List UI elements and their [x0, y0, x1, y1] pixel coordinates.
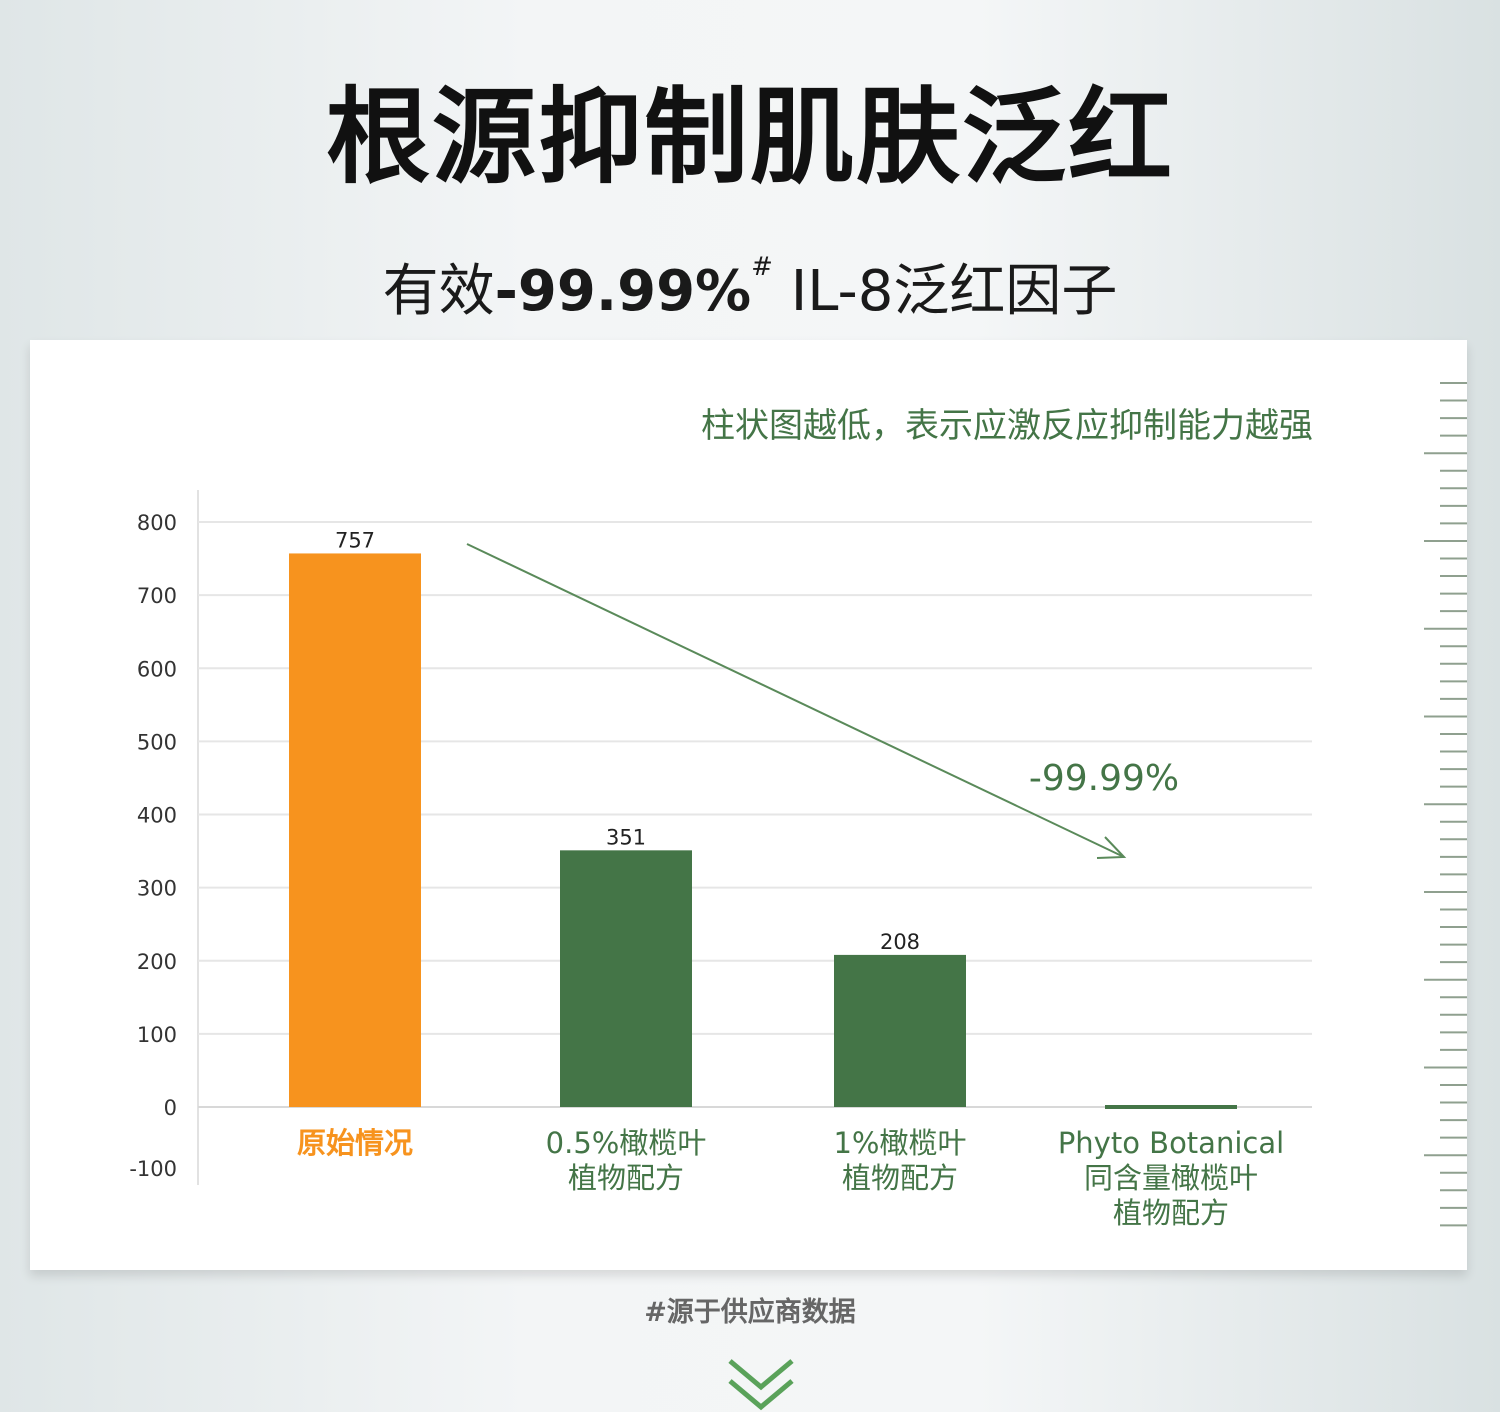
arrow-label: -99.99%	[1029, 758, 1179, 799]
chart-card	[30, 340, 1467, 1270]
bar	[560, 850, 692, 1107]
data-label: 351	[606, 825, 646, 849]
data-label: 757	[335, 528, 375, 552]
category-label: 0.5%橄榄叶	[546, 1126, 707, 1160]
footnote: #源于供应商数据	[644, 1297, 856, 1328]
category-label: 同含量橄榄叶	[1084, 1161, 1258, 1195]
category-label: 1%橄榄叶	[833, 1126, 966, 1160]
data-label: 208	[880, 930, 920, 954]
y-tick-label: 0	[164, 1096, 177, 1120]
subtitle-mark: #	[751, 252, 773, 282]
page-subtitle: 有效-99.99%# IL-8泛红因子	[0, 246, 1500, 327]
y-tick-label: 500	[137, 730, 177, 754]
y-tick-label: 400	[137, 804, 177, 828]
y-tick-label: 100	[137, 1023, 177, 1047]
subtitle-suffix: IL-8泛红因子	[772, 259, 1118, 324]
bar	[289, 553, 421, 1107]
trend-arrow	[466, 543, 1125, 858]
category-label: 植物配方	[1113, 1196, 1229, 1230]
category-label: 植物配方	[842, 1161, 958, 1195]
bar	[834, 954, 966, 1107]
y-tick-label: -100	[129, 1157, 177, 1181]
y-tick-label: 800	[137, 511, 177, 535]
y-tick-label: 200	[137, 950, 177, 974]
subtitle-value: -99.99%	[494, 259, 752, 324]
y-tick-label: 600	[137, 657, 177, 681]
chart-annotation: 柱状图越低，表示应激反应抑制能力越强	[701, 406, 1313, 446]
page-title: 根源抑制肌肤泛红	[325, 76, 1174, 198]
double-chevron-down-icon	[728, 1359, 794, 1411]
bar	[1105, 1105, 1237, 1109]
arrow-head-icon	[1096, 836, 1127, 859]
subtitle-prefix: 有效	[382, 259, 495, 324]
y-tick-label: 700	[137, 584, 177, 608]
category-label: 植物配方	[568, 1161, 684, 1195]
category-label: Phyto Botanical	[1058, 1126, 1284, 1160]
y-tick-label: 300	[137, 877, 177, 901]
category-label: 原始情况	[297, 1126, 413, 1160]
